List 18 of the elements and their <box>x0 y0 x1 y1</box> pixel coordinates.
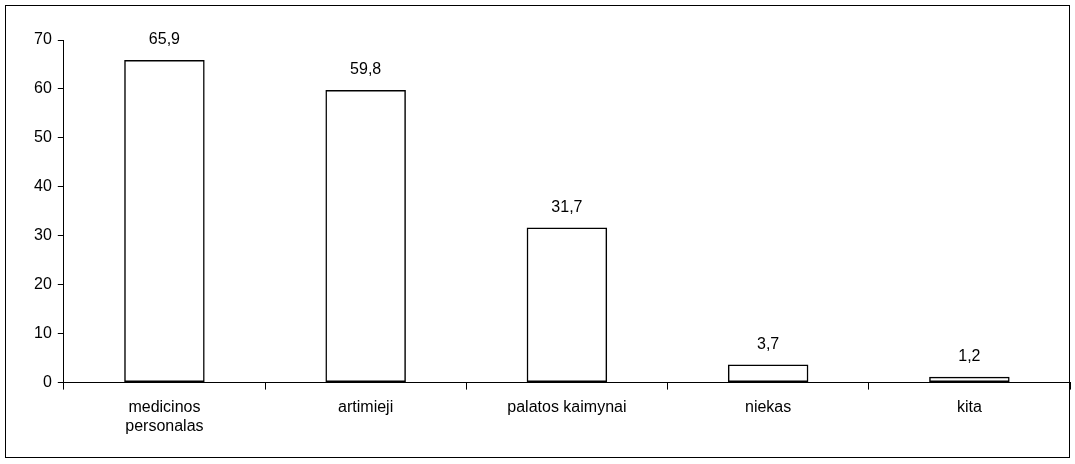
y-tick-label: 30 <box>34 226 52 244</box>
y-tick-label: 50 <box>34 128 52 146</box>
x-tick-label: artimieji <box>338 397 394 415</box>
x-tick-label: niekas <box>745 397 792 415</box>
data-label: 59,8 <box>350 60 382 78</box>
y-tick-label: 60 <box>34 79 52 97</box>
x-tick-label: palatos kaimynai <box>507 397 627 415</box>
x-tick-label: medicinos personalas <box>125 397 204 434</box>
data-label: 31,7 <box>551 197 583 215</box>
y-tick-label: 70 <box>34 30 52 48</box>
y-tick-label: 40 <box>34 177 52 195</box>
data-label: 1,2 <box>958 347 981 365</box>
data-label: 3,7 <box>757 334 780 352</box>
x-tick-label: kita <box>956 397 982 415</box>
y-tick-label: 20 <box>34 275 52 293</box>
data-label: 65,9 <box>148 30 181 48</box>
y-tick-label: 0 <box>42 373 52 391</box>
y-tick-label: 10 <box>34 324 52 342</box>
